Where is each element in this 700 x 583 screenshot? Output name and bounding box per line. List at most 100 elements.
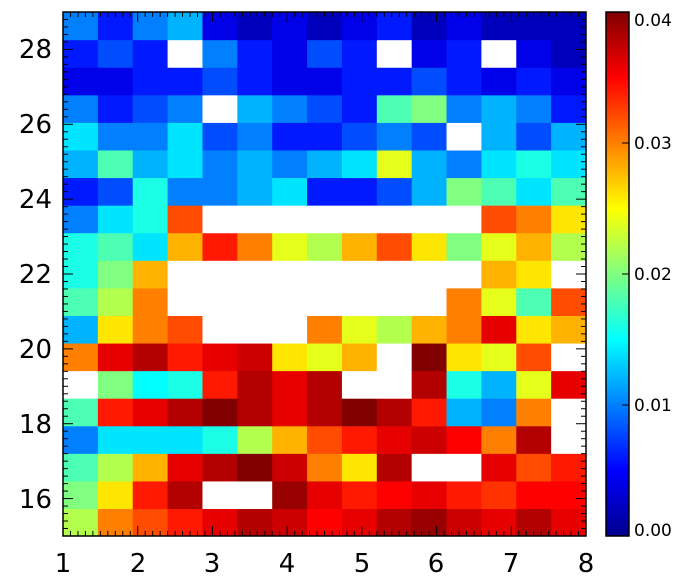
heatmap-cell [167, 453, 204, 482]
heatmap-cell [446, 67, 482, 96]
heatmap-cell [551, 453, 586, 482]
heatmap-cell [97, 149, 134, 179]
heatmap-cell [237, 39, 273, 68]
heatmap-cell [272, 453, 308, 482]
heatmap-cell [202, 315, 238, 344]
heatmap-cell [411, 177, 448, 206]
heatmap-cell [481, 342, 517, 372]
heatmap-cell [132, 149, 169, 179]
heatmap-cell [411, 480, 448, 510]
heatmap-cell [551, 398, 586, 427]
heatmap-cell [551, 12, 586, 41]
heatmap-cell [237, 425, 273, 454]
y-tick-label: 28 [19, 35, 52, 65]
heatmap-cell [63, 205, 99, 234]
heatmap-cell [551, 425, 586, 454]
x-axis-labels: 1 2 3 4 5 6 7 8 [55, 549, 595, 579]
heatmap-cell [97, 480, 134, 510]
heatmap-cell [551, 287, 586, 316]
heatmap-cell [341, 342, 378, 372]
colorbar: 0.04 0.03 0.02 0.01 0.00 [605, 11, 672, 541]
heatmap-cell [307, 425, 343, 454]
heatmap-cell [167, 425, 204, 454]
heatmap-cell [132, 315, 169, 344]
heatmap-cell [446, 480, 482, 510]
heatmap-cell [97, 287, 134, 316]
heatmap-cell [63, 122, 99, 151]
heatmap-cell [446, 205, 482, 234]
heatmap-cell [551, 508, 586, 536]
heatmap-cell [341, 260, 378, 289]
heatmap-cell [63, 315, 99, 344]
heatmap-cell [411, 232, 448, 261]
heatmap-cell [63, 480, 99, 510]
heatmap-cell [272, 425, 308, 454]
heatmap-cell [446, 425, 482, 454]
heatmap-cell [307, 149, 343, 179]
heatmap-cell [202, 398, 238, 427]
heatmap-cell [167, 342, 204, 372]
heatmap-cell [97, 67, 134, 96]
heatmap-cell [132, 260, 169, 289]
heatmap-cell [63, 370, 99, 399]
y-tick-label: 16 [19, 485, 52, 515]
heatmap-cell [481, 122, 517, 151]
heatmap-cell [516, 177, 552, 206]
colorbar-ticks [622, 11, 629, 537]
heatmap-cell [272, 232, 308, 261]
heatmap-cell [481, 480, 517, 510]
heatmap-cell [97, 260, 134, 289]
heatmap-cell [97, 315, 134, 344]
heatmap-cell [481, 149, 517, 179]
heatmap-cell [237, 12, 273, 41]
heatmap-cell [272, 315, 308, 344]
heatmap-cell [376, 39, 413, 68]
heatmap-cell [237, 508, 273, 536]
heatmap-cell [516, 425, 552, 454]
heatmap-cell [376, 342, 413, 372]
heatmap-cell [376, 287, 413, 316]
heatmap-cell [376, 425, 413, 454]
heatmap-cell [167, 315, 204, 344]
heatmap-cell [446, 177, 482, 206]
heatmap-cell [97, 425, 134, 454]
heatmap-cell [132, 39, 169, 68]
heatmap-cell [376, 232, 413, 261]
heatmap-cell [446, 122, 482, 151]
heatmap-cell [272, 342, 308, 372]
heatmap-cell [307, 287, 343, 316]
heatmap-cell [341, 94, 378, 123]
heatmap-cell [63, 287, 99, 316]
heatmap-cell [132, 342, 169, 372]
heatmap-cell [341, 425, 378, 454]
x-tick-label: 7 [503, 549, 520, 579]
heatmap-cell [516, 287, 552, 316]
heatmap-cell [341, 370, 378, 399]
heatmap-cell [411, 260, 448, 289]
heatmap-cell [446, 94, 482, 123]
heatmap-cell [481, 370, 517, 399]
heatmap-cell [63, 425, 99, 454]
heatmap-cell [97, 453, 134, 482]
heatmap-cell [481, 67, 517, 96]
heatmap-cell [481, 260, 517, 289]
heatmap-cell [307, 398, 343, 427]
heatmap-cell [132, 508, 169, 536]
heatmap-cell [63, 149, 99, 179]
heatmap-cell [272, 149, 308, 179]
heatmap-cell [411, 425, 448, 454]
heatmap-cell [237, 177, 273, 206]
heatmap-cell [97, 177, 134, 206]
heatmap-cell [481, 94, 517, 123]
heatmap-cell [516, 315, 552, 344]
colorbar-tick-label: 0.02 [634, 265, 672, 285]
heatmap-cell [237, 370, 273, 399]
heatmap-cell [481, 453, 517, 482]
x-tick-label: 5 [354, 549, 371, 579]
heatmap-cell [341, 398, 378, 427]
heatmap-cell [272, 287, 308, 316]
heatmap-cell [516, 94, 552, 123]
heatmap-cell [341, 287, 378, 316]
heatmap-cell [307, 480, 343, 510]
heatmap-cell [341, 508, 378, 536]
